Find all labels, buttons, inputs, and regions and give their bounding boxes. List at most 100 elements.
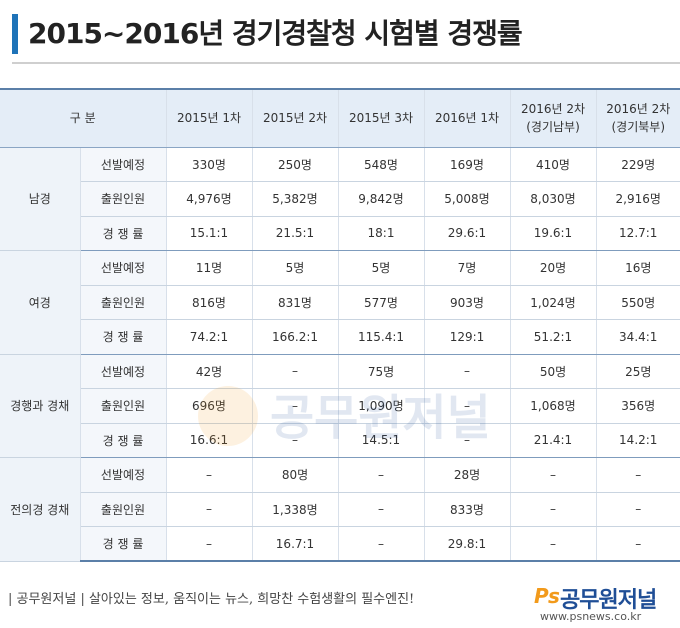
header-col-line: 2016년 2차 [606, 102, 671, 117]
row-label: 출원인원 [80, 388, 167, 424]
header-col-5: 2016년 2차 (경기북부) [596, 88, 680, 148]
table-cell: 696명 [166, 388, 253, 424]
group-label: 경행과 경채 [0, 354, 81, 458]
footer: | 공무원저널 | 살아있는 정보, 움직이는 뉴스, 희망찬 수험생활의 필수… [0, 578, 680, 628]
table-cell: 330명 [166, 147, 253, 182]
table-cell: 7명 [424, 250, 511, 286]
table-cell: 20명 [510, 250, 597, 286]
header-col-0: 2015년 1차 [166, 88, 253, 148]
table-cell: 5명 [338, 250, 425, 286]
table-cell: 166.2:1 [252, 319, 339, 355]
table-cell: – [166, 492, 253, 527]
table-cell: 1,024명 [510, 285, 597, 320]
row-label: 선발예정 [80, 250, 167, 286]
table-cell: 75명 [338, 354, 425, 389]
table-cell: 816명 [166, 285, 253, 320]
table-cell: 4,976명 [166, 181, 253, 217]
table-cell: 16명 [596, 250, 680, 286]
psnews-logo[interactable]: Ps 공무원저널 [534, 582, 674, 613]
row-label: 경 쟁 률 [80, 216, 167, 251]
header-col-line: (경기북부) [611, 120, 666, 135]
table-cell: 550명 [596, 285, 680, 320]
title-accent-bar [12, 14, 18, 54]
table-cell: 833명 [424, 492, 511, 527]
table-cell: – [252, 388, 339, 424]
group-label: 여경 [0, 250, 81, 355]
table-cell: 1,338명 [252, 492, 339, 527]
title-divider [12, 62, 680, 64]
table-cell: 8,030명 [510, 181, 597, 217]
table-cell: 80명 [252, 457, 339, 493]
table-row: 출원인원 816명 831명 577명 903명 1,024명 550명 [0, 285, 680, 320]
table-cell: 577명 [338, 285, 425, 320]
group-label: 남경 [0, 147, 81, 251]
table-header-row: 구 분 2015년 1차 2015년 2차 2015년 3차 2016년 1차 … [0, 88, 680, 148]
table-cell: 5,008명 [424, 181, 511, 217]
table-cell: 50명 [510, 354, 597, 389]
site-url-link[interactable]: www.psnews.co.kr [540, 610, 642, 623]
table-cell: 250명 [252, 147, 339, 182]
header-col-line: 2016년 2차 [520, 102, 586, 117]
row-label: 선발예정 [80, 354, 167, 389]
table-cell: 410명 [510, 147, 597, 182]
table-cell: 11명 [166, 250, 253, 286]
table-row: 경 쟁 률 15.1:1 21.5:1 18:1 29.6:1 19.6:1 12.7:1 [0, 216, 680, 251]
table-cell: – [338, 457, 425, 493]
header-col-4: 2016년 2차 (경기남부) [510, 88, 597, 148]
table-body: 남경 선발예정 330명 250명 548명 169명 410명 229명 출원인원 4,976명… [0, 147, 680, 562]
table-row: 출원인원 696명 –1,090명 –1,068명 356명 [0, 388, 680, 424]
table-cell: – [338, 526, 425, 562]
table-cell: 115.4:1 [338, 319, 425, 355]
table-cell: 9,842명 [338, 181, 425, 217]
row-label: 출원인원 [80, 492, 167, 527]
table-cell: 1,068명 [510, 388, 597, 424]
title-bar: 2015~2016년 경기경찰청 시험별 경쟁률 [0, 0, 680, 68]
table-row: 출원인원 4,976명 5,382명 9,842명 5,008명 8,030명 2,916명 [0, 181, 680, 217]
header-col-2: 2015년 3차 [338, 88, 425, 148]
table-cell: – [252, 423, 339, 458]
logo-name: 공무원저널 [560, 588, 657, 613]
table-cell: – [338, 492, 425, 527]
table-cell: 903명 [424, 285, 511, 320]
table-cell: 169명 [424, 147, 511, 182]
row-label: 선발예정 [80, 457, 167, 493]
table-cell: 21.4:1 [510, 423, 597, 458]
row-label: 출원인원 [80, 285, 167, 320]
table-row: 경행과 경채 선발예정 42명 –75명 –50명 25명 [0, 354, 680, 458]
row-label: 선발예정 [80, 147, 167, 182]
table-cell: 831명 [252, 285, 339, 320]
table-cell: 29.8:1 [424, 526, 511, 562]
table-cell: – [424, 388, 511, 424]
header-col-line: (경기남부) [526, 120, 580, 135]
table-cell: 16.7:1 [252, 526, 339, 562]
table-cell: – [424, 423, 511, 458]
table-row: 남경 선발예정 330명 250명 548명 169명 410명 229명 [0, 147, 680, 251]
table-cell: 42명 [166, 354, 253, 389]
table-cell: – [596, 457, 680, 493]
table-cell: 51.2:1 [510, 319, 597, 355]
table-cell: 356명 [596, 388, 680, 424]
table-row: 경 쟁 률 16.6:1–14.5:1–21.4:1 14.2:1 [0, 423, 680, 458]
table-cell: 548명 [338, 147, 425, 182]
header-col-3: 2016년 1차 [424, 88, 511, 148]
table-cell: 5,382명 [252, 181, 339, 217]
table-row: 경 쟁 률 74.2:1 166.2:1 115.4:1 129:1 51.2:1 34.4… [0, 319, 680, 355]
table-cell: – [166, 526, 253, 562]
table-cell: – [424, 354, 511, 389]
table-cell: 14.5:1 [338, 423, 425, 458]
footer-tagline: | 공무원저널 | 살아있는 정보, 움직이는 뉴스, 희망찬 수험생활의 필수… [8, 592, 415, 607]
table-cell: 15.1:1 [166, 216, 253, 251]
competition-rate-table: 구 분 2015년 1차 2015년 2차 2015년 3차 2016년 1차 … [0, 88, 680, 562]
row-label: 경 쟁 률 [80, 319, 167, 355]
table-row: 출원인원 –1,338명 –833명 – – [0, 492, 680, 527]
competition-table-container: 구 분 2015년 1차 2015년 2차 2015년 3차 2016년 1차 … [0, 88, 680, 562]
table-cell: 129:1 [424, 319, 511, 355]
table-cell: 34.4:1 [596, 319, 680, 355]
header-category: 구 분 [0, 88, 167, 148]
table-cell: 21.5:1 [252, 216, 339, 251]
group-label: 전의경 경채 [0, 457, 81, 562]
table-row: 전의경 경채 선발예정 –80명 –28명 – – [0, 457, 680, 562]
row-label: 경 쟁 률 [80, 423, 167, 458]
table-cell: – [510, 492, 597, 527]
logo-ps-mark: Ps [534, 584, 560, 608]
